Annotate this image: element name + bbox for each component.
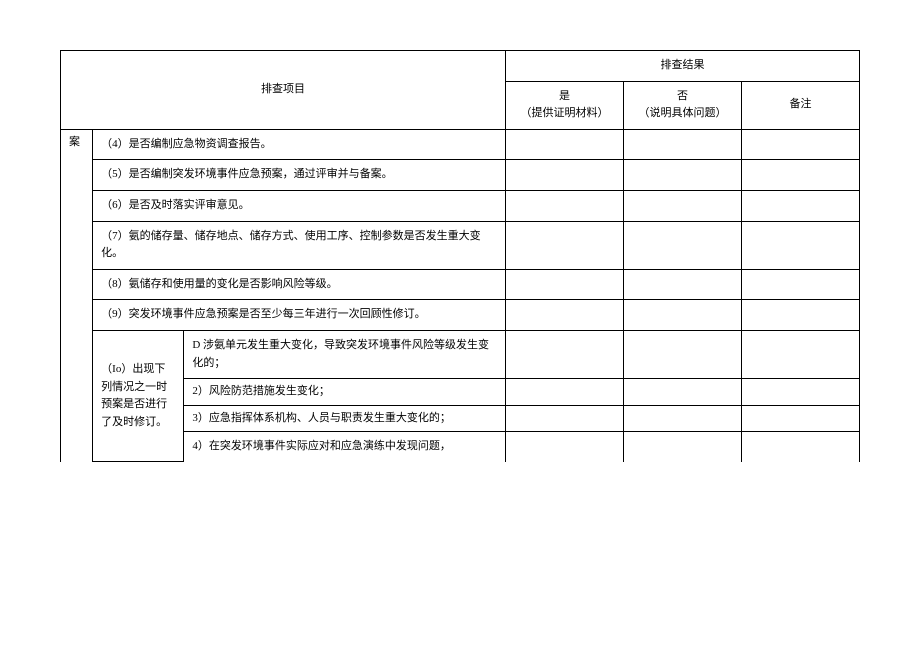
cell-notes: [741, 300, 859, 331]
row-text: （5）是否编制突发环境事件应急预案，通过评审并与备案。: [93, 160, 506, 191]
cell-notes: [741, 379, 859, 406]
cell-notes: [741, 269, 859, 300]
left-spine: 案: [61, 129, 93, 462]
row-text: （4）是否编制应急物资调查报告。: [93, 129, 506, 160]
row-text: （9）突发环境事件应急预案是否至少每三年进行一次回顾性修订。: [93, 300, 506, 331]
subrow-text: 3）应急指挥体系机构、人员与职责发生重大变化的；: [184, 405, 506, 432]
row-text: （6）是否及时落实评审意见。: [93, 190, 506, 221]
cell-no: [624, 379, 742, 406]
cell-yes: [506, 190, 624, 221]
cell-yes: [506, 269, 624, 300]
cell-no: [624, 405, 742, 432]
cell-no: [624, 269, 742, 300]
cell-notes: [741, 330, 859, 378]
header-yes-note: （提供证明材料）: [514, 105, 615, 123]
cell-yes: [506, 300, 624, 331]
cell-yes: [506, 129, 624, 160]
cell-no: [624, 300, 742, 331]
row-text: （8）氨储存和使用量的变化是否影响风险等级。: [93, 269, 506, 300]
cell-yes: [506, 379, 624, 406]
table-row: （7）氨的储存量、储存地点、储存方式、使用工序、控制参数是否发生重大变化。: [61, 221, 860, 269]
cell-no: [624, 129, 742, 160]
header-no: 否 （说明具体问题）: [624, 81, 742, 129]
cell-notes: [741, 129, 859, 160]
subrow-text: 4）在突发环境事件实际应对和应急演练中发现问题，: [184, 432, 506, 462]
header-yes: 是 （提供证明材料）: [506, 81, 624, 129]
cell-notes: [741, 190, 859, 221]
header-project: 排查项目: [61, 51, 506, 130]
table-row: （9）突发环境事件应急预案是否至少每三年进行一次回顾性修订。: [61, 300, 860, 331]
header-result: 排查结果: [506, 51, 860, 82]
group-label: （Io）出现下列情况之一时预案是否进行了及时修订。: [93, 330, 184, 461]
cell-yes: [506, 330, 624, 378]
header-no-label: 否: [632, 88, 733, 106]
table-header-row-1: 排查项目 排查结果: [61, 51, 860, 82]
cell-notes: [741, 405, 859, 432]
cell-no: [624, 330, 742, 378]
row-text: （7）氨的储存量、储存地点、储存方式、使用工序、控制参数是否发生重大变化。: [93, 221, 506, 269]
header-notes: 备注: [741, 81, 859, 129]
table-row: （Io）出现下列情况之一时预案是否进行了及时修订。 D 涉氨单元发生重大变化，导…: [61, 330, 860, 378]
table-row: （5）是否编制突发环境事件应急预案，通过评审并与备案。: [61, 160, 860, 191]
header-no-note: （说明具体问题）: [632, 105, 733, 123]
table-row: （6）是否及时落实评审意见。: [61, 190, 860, 221]
cell-notes: [741, 221, 859, 269]
cell-yes: [506, 405, 624, 432]
header-yes-label: 是: [514, 88, 615, 106]
subrow-text: D 涉氨单元发生重大变化，导致突发环境事件风险等级发生变化的；: [184, 330, 506, 378]
cell-no: [624, 190, 742, 221]
cell-yes: [506, 160, 624, 191]
table-row: 案 （4）是否编制应急物资调查报告。: [61, 129, 860, 160]
cell-yes: [506, 221, 624, 269]
cell-notes: [741, 160, 859, 191]
cell-no: [624, 432, 742, 462]
table-row: （8）氨储存和使用量的变化是否影响风险等级。: [61, 269, 860, 300]
cell-notes: [741, 432, 859, 462]
cell-yes: [506, 432, 624, 462]
inspection-table: 排查项目 排查结果 是 （提供证明材料） 否 （说明具体问题） 备注 案 （4）…: [60, 50, 860, 462]
subrow-text: 2）风险防范措施发生变化；: [184, 379, 506, 406]
cell-no: [624, 221, 742, 269]
cell-no: [624, 160, 742, 191]
